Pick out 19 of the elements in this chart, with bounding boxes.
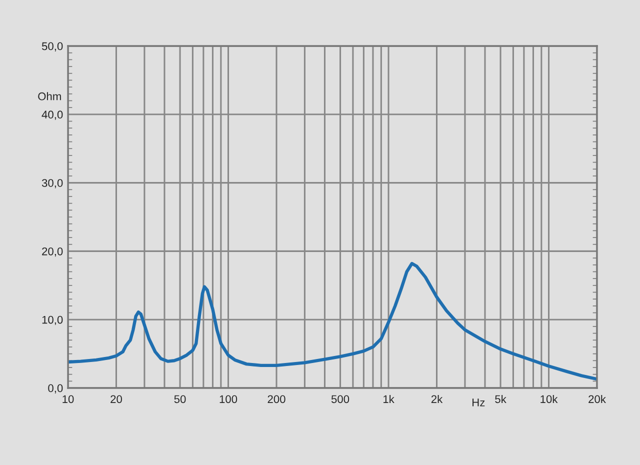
x-tick-label: 200 bbox=[268, 395, 286, 404]
x-tick-label: 20k bbox=[588, 394, 606, 404]
x-tick-label: 500 bbox=[331, 395, 350, 404]
y-tick-label: 0,0 bbox=[48, 384, 63, 394]
y-tick-label: 40,0 bbox=[42, 110, 63, 120]
x-tick-label: 1k bbox=[383, 394, 394, 403]
y-tick-label: 30,0 bbox=[42, 179, 63, 188]
x-tick-label: 10 bbox=[62, 395, 74, 404]
y-tick-label: 50,0 bbox=[42, 42, 63, 52]
x-tick-label: 5k bbox=[495, 394, 506, 404]
x-tick-label: 100 bbox=[220, 395, 238, 404]
y-tick-label: 10,0 bbox=[42, 316, 63, 326]
x-axis-title: Hz bbox=[472, 398, 485, 406]
x-tick-label: 10k bbox=[540, 394, 558, 404]
y-axis-title: Ohm bbox=[38, 92, 61, 100]
y-tick-label: 20,0 bbox=[42, 247, 63, 257]
x-tick-label: 50 bbox=[174, 395, 186, 404]
x-tick-label: 2k bbox=[431, 394, 443, 403]
x-tick-label: 20 bbox=[110, 395, 122, 404]
